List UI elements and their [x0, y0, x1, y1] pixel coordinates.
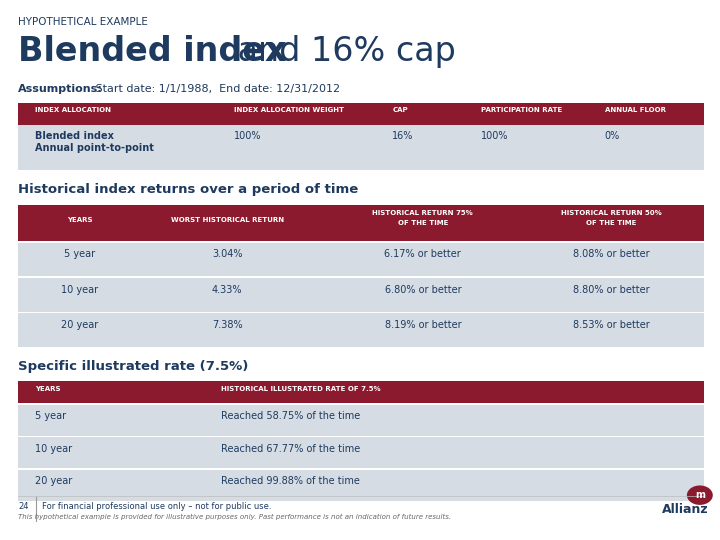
Text: 20 year: 20 year — [61, 320, 99, 330]
Text: INDEX ALLOCATION: INDEX ALLOCATION — [35, 107, 112, 113]
FancyBboxPatch shape — [18, 403, 704, 436]
FancyBboxPatch shape — [18, 241, 704, 276]
Text: 5 year: 5 year — [35, 411, 66, 422]
Text: 10 year: 10 year — [61, 285, 99, 295]
Text: 7.38%: 7.38% — [212, 320, 243, 330]
Text: 6.17% or better: 6.17% or better — [384, 249, 462, 260]
Text: Reached 99.88% of the time: Reached 99.88% of the time — [220, 476, 359, 487]
Text: INDEX ALLOCATION WEIGHT: INDEX ALLOCATION WEIGHT — [234, 107, 344, 113]
FancyBboxPatch shape — [18, 436, 704, 437]
Text: YEARS: YEARS — [67, 217, 92, 222]
Text: For financial professional use only – not for public use.: For financial professional use only – no… — [42, 502, 271, 511]
FancyBboxPatch shape — [18, 103, 704, 125]
Text: 3.04%: 3.04% — [212, 249, 243, 260]
Text: 8.08% or better: 8.08% or better — [573, 249, 650, 260]
FancyBboxPatch shape — [18, 403, 704, 405]
Text: Assumptions:: Assumptions: — [18, 84, 103, 94]
Text: 8.19% or better: 8.19% or better — [384, 320, 461, 330]
FancyBboxPatch shape — [18, 312, 704, 347]
FancyBboxPatch shape — [18, 241, 704, 243]
Text: Start date: 1/1/1988,  End date: 12/31/2012: Start date: 1/1/1988, End date: 12/31/20… — [92, 84, 341, 94]
Text: OF THE TIME: OF THE TIME — [397, 220, 448, 226]
Text: 8.53% or better: 8.53% or better — [573, 320, 650, 330]
Text: Reached 58.75% of the time: Reached 58.75% of the time — [220, 411, 360, 422]
Text: HISTORICAL RETURN 75%: HISTORICAL RETURN 75% — [372, 210, 473, 216]
Text: This hypothetical example is provided for illustrative purposes only. Past perfo: This hypothetical example is provided fo… — [18, 514, 451, 520]
Text: CAP: CAP — [392, 107, 408, 113]
Text: 16%: 16% — [392, 131, 413, 141]
Text: 4.33%: 4.33% — [212, 285, 243, 295]
FancyBboxPatch shape — [18, 276, 704, 312]
Text: Blended index
Annual point-to-point: Blended index Annual point-to-point — [35, 131, 154, 153]
Text: Historical index returns over a period of time: Historical index returns over a period o… — [18, 183, 359, 196]
FancyBboxPatch shape — [18, 276, 704, 278]
Text: 10 year: 10 year — [35, 444, 73, 454]
FancyBboxPatch shape — [18, 381, 704, 403]
Text: Blended index: Blended index — [18, 35, 287, 68]
Text: Specific illustrated rate (7.5%): Specific illustrated rate (7.5%) — [18, 360, 248, 373]
FancyBboxPatch shape — [18, 312, 704, 313]
Text: 0%: 0% — [605, 131, 620, 141]
Text: and 16% cap: and 16% cap — [227, 35, 456, 68]
Text: WORST HISTORICAL RETURN: WORST HISTORICAL RETURN — [171, 217, 284, 222]
Text: Reached 67.77% of the time: Reached 67.77% of the time — [220, 444, 360, 454]
Text: HISTORICAL ILLUSTRATED RATE OF 7.5%: HISTORICAL ILLUSTRATED RATE OF 7.5% — [220, 386, 380, 392]
FancyBboxPatch shape — [18, 205, 704, 241]
Text: HYPOTHETICAL EXAMPLE: HYPOTHETICAL EXAMPLE — [18, 17, 148, 28]
Text: m: m — [695, 490, 705, 501]
Text: Allianz: Allianz — [662, 503, 709, 516]
Text: HISTORICAL RETURN 50%: HISTORICAL RETURN 50% — [561, 210, 662, 216]
FancyBboxPatch shape — [18, 436, 704, 468]
Text: ANNUAL FLOOR: ANNUAL FLOOR — [605, 107, 666, 113]
FancyBboxPatch shape — [18, 125, 704, 170]
Text: 20 year: 20 year — [35, 476, 73, 487]
Text: 100%: 100% — [234, 131, 262, 141]
Text: PARTICIPATION RATE: PARTICIPATION RATE — [482, 107, 562, 113]
FancyBboxPatch shape — [18, 468, 704, 501]
Circle shape — [687, 485, 713, 505]
Text: 5 year: 5 year — [64, 249, 95, 260]
Text: OF THE TIME: OF THE TIME — [586, 220, 636, 226]
Text: 24: 24 — [18, 502, 29, 511]
FancyBboxPatch shape — [18, 468, 704, 470]
Text: 8.80% or better: 8.80% or better — [573, 285, 650, 295]
Text: 6.80% or better: 6.80% or better — [384, 285, 461, 295]
Text: YEARS: YEARS — [35, 386, 60, 392]
Text: 100%: 100% — [482, 131, 509, 141]
